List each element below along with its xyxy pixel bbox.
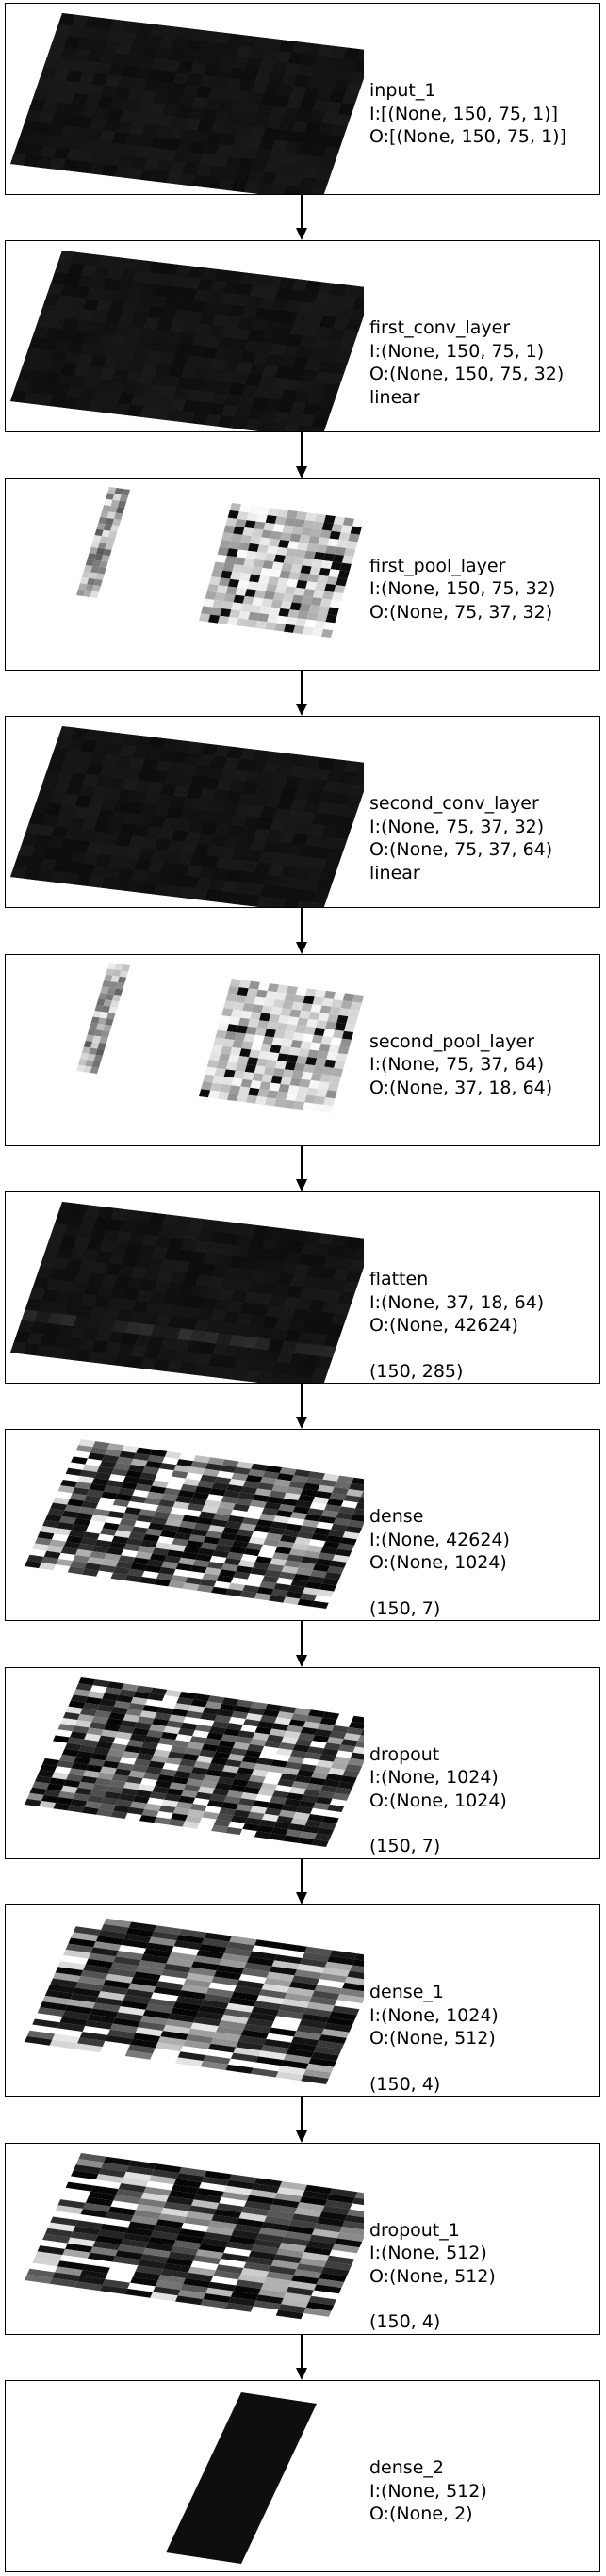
layer-visualization: [76, 486, 364, 638]
layer-visualization: [25, 2152, 364, 2323]
layer-output-shape: O:(None, 1024): [369, 1552, 507, 1574]
layer-visualization: [10, 13, 364, 194]
layer-input-shape: I:(None, 150, 75, 1): [369, 340, 545, 362]
layer-input-shape: I:[(None, 150, 75, 1)]: [369, 103, 558, 124]
layer-box-flatten: flatten I:(None, 37, 18, 64) O:(None, 4262…: [5, 1191, 600, 1384]
dense-activations: [25, 2152, 364, 2323]
layer-output-shape: O:(None, 150, 75, 32): [369, 364, 565, 385]
layer-output-shape: O:(None, 42624): [369, 1315, 518, 1336]
layer-info: first_pool_layer I:(None, 150, 75, 32) O:(…: [369, 555, 555, 624]
layer-output-shape: O:(None, 2): [369, 2503, 473, 2524]
layer-box-first-conv-layer: first_conv_layer I:(None, 150, 75, 1) O:(N…: [5, 240, 600, 433]
layer-name: dropout_1: [369, 2219, 460, 2241]
layer-box-input-1: input_1 I:[(None, 150, 75, 1)] O:[(None, 1…: [5, 3, 600, 195]
layer-info: flatten I:(None, 37, 18, 64) O:(None, 4262…: [369, 1268, 544, 1383]
layer-visualization: [10, 726, 364, 908]
layer-input-shape: I:(None, 42624): [369, 1529, 510, 1550]
layer-output-shape: O:(None, 1024): [369, 1790, 507, 1811]
feature-plane-texture: [10, 726, 364, 908]
layer-visualization: [10, 251, 364, 432]
layer-tensor-shape: (150, 285): [369, 1360, 464, 1382]
layer-visualization: [25, 1439, 364, 1610]
layer-name: dropout: [369, 1743, 440, 1765]
pool-map-right: [199, 978, 364, 1113]
dense-activations: [25, 1915, 364, 2085]
layer-visualization: [25, 1677, 364, 1847]
layer-input-shape: I:(None, 37, 18, 64): [369, 1291, 545, 1313]
layer-name: flatten: [369, 1269, 429, 1289]
layer-output-shape: O:(None, 75, 37, 64): [369, 839, 553, 861]
layer-tensor-shape: (150, 7): [369, 1836, 441, 1857]
layer-info: input_1 I:[(None, 150, 75, 1)] O:[(None, 1…: [369, 79, 566, 149]
layer-tensor-shape: (150, 4): [369, 2311, 441, 2333]
layer-box-dropout-1: dropout_1 I:(None, 512) O:(None, 512) (150,…: [5, 2142, 600, 2335]
layer-info: second_conv_layer I:(None, 75, 37, 32) O:(…: [369, 792, 552, 884]
layer-name: input_1: [369, 80, 436, 101]
layer-info: second_pool_layer I:(None, 75, 37, 64) O:(…: [369, 1030, 552, 1100]
layer-info: dropout I:(None, 1024) O:(None, 1024) (150,…: [369, 1743, 507, 1858]
layer-output-shape: O:(None, 37, 18, 64): [369, 1077, 553, 1098]
layer-box-dense-2: dense_2 I:(None, 512) O:(None, 2): [5, 2380, 600, 2572]
pool-map-left: [76, 962, 130, 1074]
layer-output-shape: O:(None, 512): [369, 2265, 496, 2287]
layer-input-shape: I:(None, 1024): [369, 1767, 499, 1789]
feature-plane-texture: [10, 251, 364, 432]
layer-output-shape: O:(None, 512): [369, 2028, 496, 2049]
layer-box-second-pool-layer: second_pool_layer I:(None, 75, 37, 64) O:(…: [5, 953, 600, 1146]
layer-output-shape: O:(None, 75, 37, 32): [369, 601, 553, 623]
layer-box-dense-1: dense_1 I:(None, 1024) O:(None, 512) (150, …: [5, 1904, 600, 2098]
layer-name: first_conv_layer: [369, 317, 511, 339]
layer-input-shape: I:(None, 150, 75, 32): [369, 578, 556, 600]
layer-activation: linear: [369, 862, 420, 883]
layer-tensor-shape: (150, 4): [369, 2073, 441, 2095]
layer-info: dense_1 I:(None, 1024) O:(None, 512) (150, …: [369, 1981, 499, 2096]
layer-name: dense: [369, 1506, 424, 1528]
pool-map-left: [76, 486, 130, 598]
layer-name: dense_1: [369, 1982, 444, 2003]
output-plane: [166, 2392, 317, 2564]
pool-map-right: [199, 502, 364, 638]
dense-activations: [25, 1439, 364, 1610]
layer-box-dropout: dropout I:(None, 1024) O:(None, 1024) (150,…: [5, 1666, 600, 1859]
layer-input-shape: I:(None, 1024): [369, 2004, 499, 2026]
layer-name: first_pool_layer: [369, 555, 506, 576]
layer-box-dense: dense I:(None, 42624) O:(None, 1024) (150, …: [5, 1429, 600, 1622]
layer-info: dense I:(None, 42624) O:(None, 1024) (150, …: [369, 1505, 510, 1620]
layer-visualization: [25, 1915, 364, 2085]
layer-info: dropout_1 I:(None, 512) O:(None, 512) (150,…: [369, 2219, 496, 2334]
layer-activation: linear: [369, 386, 420, 408]
layer-input-shape: I:(None, 75, 37, 32): [369, 816, 545, 837]
layer-info: first_conv_layer I:(None, 150, 75, 1) O:(N…: [369, 316, 564, 409]
layer-visualization: [166, 2392, 317, 2564]
layer-name: dense_2: [369, 2457, 444, 2478]
layer-info: dense_2 I:(None, 512) O:(None, 2): [369, 2456, 487, 2526]
layer-input-shape: I:(None, 512): [369, 2243, 487, 2264]
layer-name: second_conv_layer: [369, 793, 539, 815]
layer-box-second-conv-layer: second_conv_layer I:(None, 75, 37, 32) O:(…: [5, 716, 600, 909]
layer-visualization: [76, 962, 364, 1113]
layer-tensor-shape: (150, 7): [369, 1597, 441, 1619]
feature-plane-texture: [10, 13, 364, 194]
dense-activations: [25, 1677, 364, 1847]
layer-visualization: [10, 1202, 364, 1383]
layer-output-shape: O:[(None, 150, 75, 1)]: [369, 126, 567, 147]
layer-name: second_pool_layer: [369, 1030, 535, 1052]
layer-box-first-pool-layer: first_pool_layer I:(None, 150, 75, 32) O:(…: [5, 478, 600, 671]
feature-plane-texture: [10, 1202, 364, 1383]
layer-input-shape: I:(None, 512): [369, 2480, 487, 2502]
layer-input-shape: I:(None, 75, 37, 64): [369, 1054, 545, 1076]
